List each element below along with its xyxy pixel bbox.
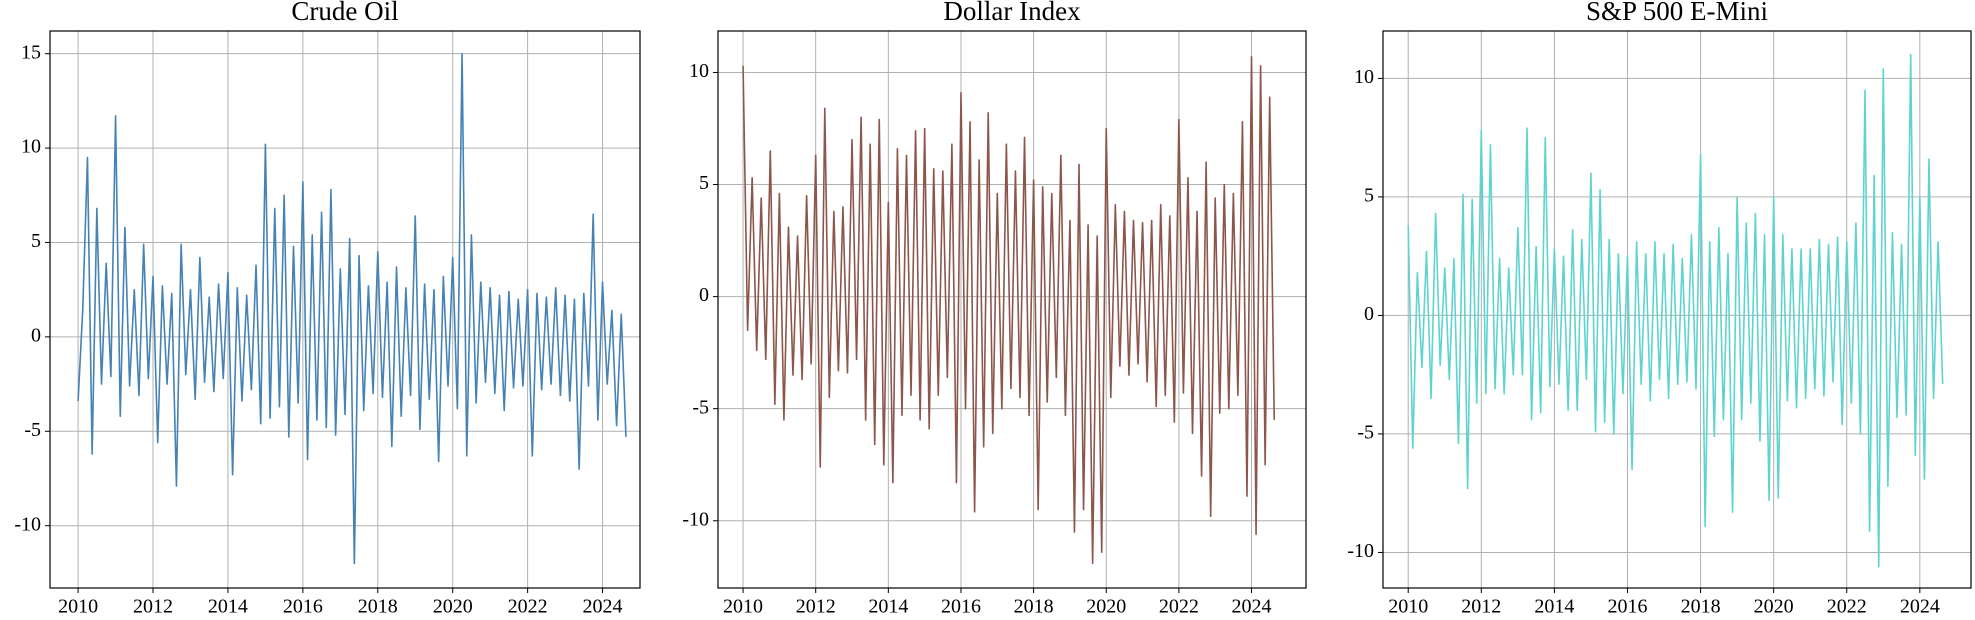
x-tick-label: 2012 xyxy=(796,596,836,618)
x-tick-label: 2010 xyxy=(723,596,763,618)
x-tick-label: 2024 xyxy=(583,596,623,618)
y-tick-label: 0 xyxy=(1364,303,1374,325)
y-tick-label: 5 xyxy=(699,172,709,194)
y-tick-label: 0 xyxy=(699,284,709,306)
x-tick-label: 2020 xyxy=(433,596,473,618)
x-tick-label: 2022 xyxy=(1159,596,1199,618)
y-tick-label: 15 xyxy=(21,41,41,63)
x-tick-label: 2024 xyxy=(1232,596,1272,618)
x-tick-label: 2014 xyxy=(1534,596,1574,618)
x-tick-label: 2024 xyxy=(1900,596,1940,618)
x-tick-label: 2018 xyxy=(1681,596,1721,618)
y-tick-label: 10 xyxy=(21,136,41,158)
y-tick-label: -5 xyxy=(1357,422,1374,444)
plot-frame xyxy=(1382,30,1972,589)
x-tick-label: 2020 xyxy=(1086,596,1126,618)
series-line xyxy=(77,52,627,565)
y-tick-label: -10 xyxy=(1347,540,1374,562)
x-tick-label: 2016 xyxy=(283,596,323,618)
y-tick-label: 5 xyxy=(1364,185,1374,207)
x-tick-label: 2022 xyxy=(1827,596,1867,618)
y-tick-label: 10 xyxy=(689,60,709,82)
x-tick-label: 2014 xyxy=(208,596,248,618)
x-tick-label: 2012 xyxy=(1461,596,1501,618)
series-line xyxy=(1407,53,1944,568)
x-tick-label: 2010 xyxy=(58,596,98,618)
x-tick-label: 2010 xyxy=(1388,596,1428,618)
y-tick-label: -5 xyxy=(692,396,709,418)
x-tick-label: 2018 xyxy=(1014,596,1054,618)
x-tick-label: 2016 xyxy=(941,596,981,618)
y-tick-label: -5 xyxy=(24,419,41,441)
chart-title: S&P 500 E-Mini xyxy=(1586,0,1768,26)
x-tick-label: 2014 xyxy=(868,596,908,618)
chart-title: Crude Oil xyxy=(291,0,398,26)
chart-title: Dollar Index xyxy=(943,0,1081,26)
plot-frame xyxy=(717,30,1307,589)
y-tick-label: -10 xyxy=(682,508,709,530)
plot-frame xyxy=(49,30,641,589)
y-tick-label: 10 xyxy=(1354,66,1374,88)
y-tick-label: -10 xyxy=(14,513,41,535)
x-tick-label: 2012 xyxy=(133,596,173,618)
series-line xyxy=(742,55,1276,565)
y-tick-label: 5 xyxy=(31,230,41,252)
y-tick-label: 0 xyxy=(31,324,41,346)
x-tick-label: 2022 xyxy=(508,596,548,618)
x-tick-label: 2020 xyxy=(1754,596,1794,618)
x-tick-label: 2016 xyxy=(1607,596,1647,618)
x-tick-label: 2018 xyxy=(358,596,398,618)
